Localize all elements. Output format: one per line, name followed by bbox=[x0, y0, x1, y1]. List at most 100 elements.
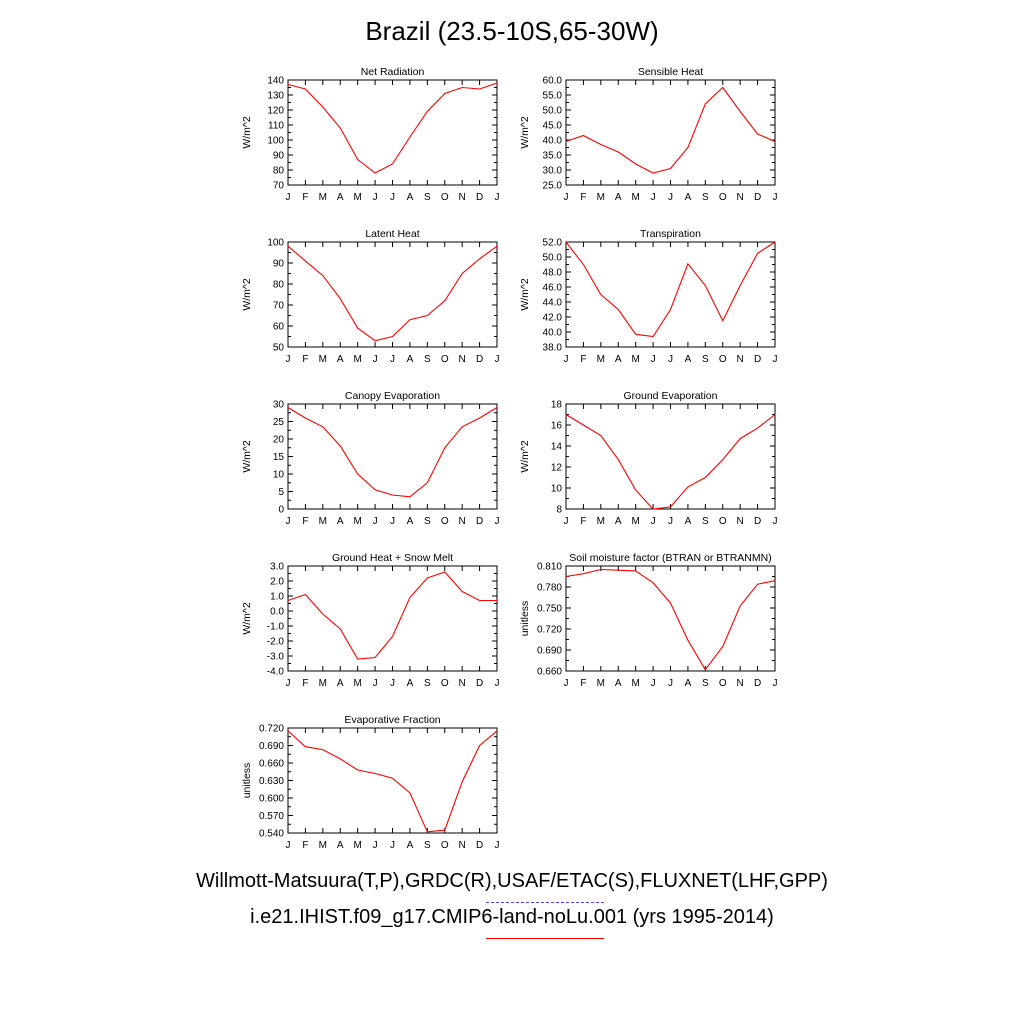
y-tick-label: 0.750 bbox=[537, 604, 562, 615]
page-title: Brazil (23.5-10S,65-30W) bbox=[365, 16, 659, 46]
y-tick-label: 25.0 bbox=[543, 181, 563, 192]
x-tick-label: D bbox=[476, 192, 483, 203]
x-tick-label: F bbox=[580, 678, 586, 689]
y-tick-label: 25 bbox=[273, 417, 285, 428]
x-tick-label: J bbox=[390, 840, 395, 851]
x-tick-label: N bbox=[737, 678, 744, 689]
y-tick-label: 50.0 bbox=[543, 106, 563, 117]
chart-title: Transpiration bbox=[640, 228, 701, 240]
y-tick-label: 3.0 bbox=[270, 562, 284, 573]
series-line-model bbox=[287, 571, 497, 660]
y-axis-label: W/m^2 bbox=[519, 440, 531, 473]
footer-obs-sources: Willmott-Matsuura(T,P),GRDC(R),USAF/ETAC… bbox=[196, 870, 828, 892]
y-tick-label: 0.720 bbox=[537, 625, 562, 636]
y-tick-label: 38.0 bbox=[543, 343, 563, 354]
x-tick-label: O bbox=[719, 678, 727, 689]
x-tick-label: A bbox=[685, 678, 692, 689]
x-tick-label: O bbox=[441, 354, 449, 365]
x-tick-label: S bbox=[424, 192, 431, 203]
y-tick-label: 0.630 bbox=[259, 776, 284, 787]
x-tick-label: A bbox=[337, 516, 344, 527]
x-tick-label: J bbox=[286, 516, 291, 527]
x-tick-label: J bbox=[373, 354, 378, 365]
y-axis-label: unitless bbox=[241, 763, 253, 799]
y-tick-label: 0.690 bbox=[537, 646, 562, 657]
y-tick-label: 30 bbox=[273, 400, 285, 411]
x-tick-label: J bbox=[651, 192, 656, 203]
y-tick-label: 80 bbox=[273, 166, 285, 177]
x-tick-label: A bbox=[685, 354, 692, 365]
x-tick-label: J bbox=[390, 516, 395, 527]
x-tick-label: M bbox=[319, 678, 327, 689]
x-tick-label: M bbox=[353, 192, 361, 203]
y-tick-label: 90 bbox=[273, 151, 285, 162]
chart-title: Latent Heat bbox=[365, 228, 419, 240]
x-tick-label: J bbox=[373, 840, 378, 851]
x-tick-label: J bbox=[495, 516, 500, 527]
y-tick-label: 40.0 bbox=[543, 328, 563, 339]
x-tick-label: O bbox=[441, 678, 449, 689]
y-tick-label: 2.0 bbox=[270, 577, 284, 588]
x-tick-label: J bbox=[668, 516, 673, 527]
x-tick-label: D bbox=[754, 678, 761, 689]
series-line-model bbox=[287, 82, 498, 174]
x-tick-label: A bbox=[685, 516, 692, 527]
y-tick-label: 0.0 bbox=[270, 607, 284, 618]
y-tick-label: 60.0 bbox=[543, 76, 563, 87]
y-tick-label: 110 bbox=[268, 121, 284, 132]
x-tick-label: N bbox=[737, 192, 744, 203]
x-tick-label: J bbox=[495, 192, 500, 203]
y-tick-label: 18 bbox=[551, 400, 563, 411]
plot-frame bbox=[287, 727, 498, 834]
x-tick-label: A bbox=[337, 192, 344, 203]
series-line-model bbox=[287, 730, 498, 833]
y-tick-label: 0.660 bbox=[537, 667, 562, 678]
y-tick-label: 140 bbox=[267, 76, 284, 87]
x-tick-label: J bbox=[286, 840, 291, 851]
x-tick-label: M bbox=[353, 516, 361, 527]
x-tick-label: F bbox=[580, 354, 586, 365]
y-tick-label: 80 bbox=[273, 280, 285, 291]
x-tick-label: F bbox=[302, 516, 308, 527]
x-tick-label: J bbox=[286, 678, 291, 689]
y-tick-label: 44.0 bbox=[543, 298, 563, 309]
y-tick-label: 20 bbox=[273, 435, 285, 446]
x-tick-label: J bbox=[373, 678, 378, 689]
x-tick-label: J bbox=[773, 192, 778, 203]
x-tick-label: J bbox=[495, 840, 500, 851]
y-tick-label: 40.0 bbox=[543, 136, 563, 147]
chart-panel: Soil moisture factor (BTRAN or BTRANMN) 0… bbox=[519, 552, 778, 689]
x-tick-label: A bbox=[407, 840, 414, 851]
x-tick-label: N bbox=[459, 192, 466, 203]
x-tick-label: M bbox=[319, 354, 327, 365]
x-tick-label: A bbox=[407, 678, 414, 689]
x-tick-label: S bbox=[424, 516, 431, 527]
x-tick-label: S bbox=[424, 354, 431, 365]
x-tick-label: A bbox=[615, 516, 622, 527]
x-tick-label: J bbox=[651, 678, 656, 689]
y-tick-label: 70 bbox=[273, 181, 285, 192]
plot-frame bbox=[287, 403, 498, 510]
x-tick-label: J bbox=[564, 516, 569, 527]
x-tick-label: O bbox=[719, 516, 727, 527]
y-axis-label: W/m^2 bbox=[519, 278, 531, 311]
y-tick-label: 16 bbox=[551, 421, 563, 432]
x-tick-label: F bbox=[302, 678, 308, 689]
x-tick-label: N bbox=[737, 516, 744, 527]
y-tick-label: 45.0 bbox=[543, 121, 563, 132]
x-tick-label: J bbox=[773, 354, 778, 365]
footer-case-name: i.e21.IHIST.f09_g17.CMIP6-land-noLu.001 … bbox=[250, 906, 774, 928]
plot-frame bbox=[565, 79, 776, 186]
plot-frame bbox=[287, 565, 498, 672]
x-tick-label: J bbox=[495, 678, 500, 689]
series-line-model bbox=[565, 86, 776, 174]
x-tick-label: J bbox=[651, 516, 656, 527]
x-tick-label: J bbox=[390, 192, 395, 203]
x-tick-label: J bbox=[564, 354, 569, 365]
obs-legend-line bbox=[486, 902, 604, 903]
series-line-model bbox=[565, 414, 776, 510]
y-tick-label: 0.780 bbox=[537, 583, 562, 594]
y-tick-label: 0.660 bbox=[259, 759, 284, 770]
